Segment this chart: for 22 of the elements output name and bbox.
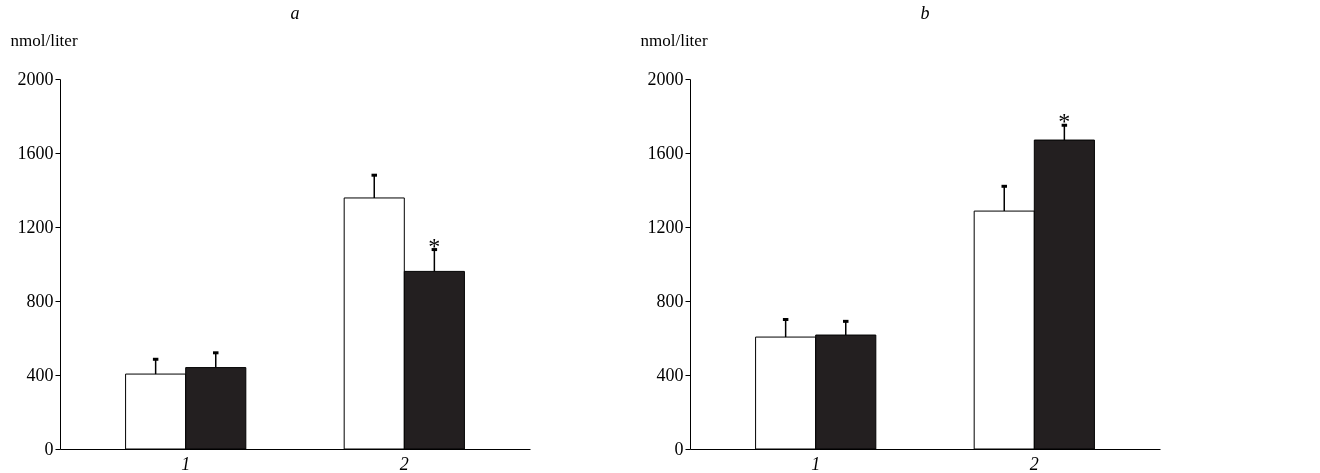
chart-title: b [920, 3, 930, 23]
y-tick-label: 400 [26, 364, 54, 385]
x-tick-label: 1 [811, 453, 821, 473]
y-tick-label: 1200 [647, 216, 684, 237]
y-tick-label: 0 [44, 438, 54, 459]
y-tick-label: 2000 [17, 68, 54, 89]
annotation: * [1058, 108, 1071, 135]
y-tick-label: 400 [656, 364, 684, 385]
y-tick-label: 1200 [17, 216, 54, 237]
y-tick-label: 0 [674, 438, 684, 459]
chart-title: a [290, 3, 300, 23]
y-axis-title: nmol/liter [10, 30, 78, 50]
x-tick-label: 1 [181, 453, 191, 473]
x-tick-label: 2 [1029, 453, 1039, 473]
y-tick-label: 1600 [647, 142, 684, 163]
y-tick-label: 2000 [647, 68, 684, 89]
y-axis-title: nmol/liter [640, 30, 708, 50]
y-tick-label: 1600 [17, 142, 54, 163]
annotation: * [428, 232, 441, 259]
x-tick-label: 2 [399, 453, 409, 473]
y-tick-label: 800 [26, 290, 54, 311]
y-tick-label: 800 [656, 290, 684, 311]
